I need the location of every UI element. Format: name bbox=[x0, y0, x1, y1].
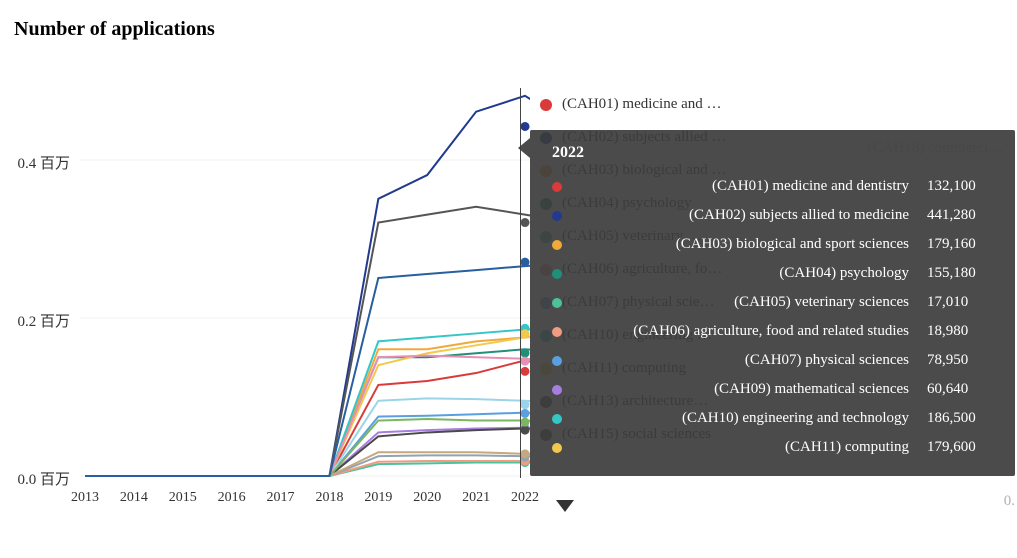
legend-dot-icon bbox=[540, 99, 552, 111]
tooltip-row: (CAH10) engineering and technology186,50… bbox=[552, 404, 997, 433]
tooltip-series-label: (CAH06) agriculture, food and related st… bbox=[576, 323, 927, 340]
series-endpoint[interactable] bbox=[521, 258, 530, 267]
y-axis-tick-0: 0.0 百万 bbox=[0, 468, 70, 489]
scroll-down-icon[interactable] bbox=[556, 500, 574, 512]
tooltip-series-label: (CAH11) computing bbox=[576, 439, 927, 456]
tooltip-row: (CAH04) psychology155,180 bbox=[552, 259, 997, 288]
series-line[interactable] bbox=[85, 413, 530, 476]
tooltip-row: (CAH07) physical sciences78,950 bbox=[552, 346, 997, 375]
x-axis-tick: 2015 bbox=[159, 490, 207, 506]
series-endpoint[interactable] bbox=[521, 409, 530, 418]
tooltip-series-label: (CAH02) subjects allied to medicine bbox=[576, 207, 927, 224]
tooltip-series-value: 179,160 bbox=[927, 236, 997, 253]
tooltip-dot-icon bbox=[552, 240, 562, 250]
series-endpoint[interactable] bbox=[521, 349, 530, 358]
tooltip-series-label: (CAH05) veterinary sciences bbox=[576, 294, 927, 311]
tooltip-series-label: (CAH09) mathematical sciences bbox=[576, 381, 927, 398]
series-endpoint[interactable] bbox=[521, 418, 530, 427]
tooltip-year: 2022 bbox=[552, 144, 997, 162]
series-line[interactable] bbox=[85, 398, 530, 476]
x-axis-tick: 2016 bbox=[208, 490, 256, 506]
tooltip-row: (CAH11) computing179,600 bbox=[552, 433, 997, 462]
tooltip-series-label: (CAH03) biological and sport sciences bbox=[576, 236, 927, 253]
legend-item[interactable]: (CAH01) medicine and … bbox=[540, 88, 800, 121]
series-line[interactable] bbox=[85, 96, 530, 476]
tooltip-row: (CAH05) veterinary sciences17,010 bbox=[552, 288, 997, 317]
tooltip-row: (CAH03) biological and sport sciences179… bbox=[552, 230, 997, 259]
tooltip-dot-icon bbox=[552, 182, 562, 192]
tooltip-row: (CAH06) agriculture, food and related st… bbox=[552, 317, 997, 346]
x-axis-tick: 2014 bbox=[110, 490, 158, 506]
tooltip-series-label: (CAH10) engineering and technology bbox=[576, 410, 927, 427]
series-line[interactable] bbox=[85, 360, 530, 476]
tooltip-series-label: (CAH07) physical sciences bbox=[576, 352, 927, 369]
x-axis-tick: 2018 bbox=[305, 490, 353, 506]
line-chart-plot[interactable] bbox=[80, 70, 530, 500]
tooltip-series-label: (CAH01) medicine and dentistry bbox=[576, 178, 927, 195]
series-endpoint[interactable] bbox=[521, 426, 530, 435]
series-line[interactable] bbox=[85, 328, 530, 476]
tooltip-row: (CAH02) subjects allied to medicine441,2… bbox=[552, 201, 997, 230]
tooltip-arrow-icon bbox=[518, 138, 530, 158]
x-axis-tick: 2013 bbox=[61, 490, 109, 506]
x-axis-tick: 2022 bbox=[501, 490, 549, 506]
legend-label: (CAH01) medicine and … bbox=[562, 96, 722, 113]
tooltip-series-value: 17,010 bbox=[927, 294, 997, 311]
y-axis-tick-1: 0.2 百万 bbox=[0, 310, 70, 331]
tooltip-dot-icon bbox=[552, 298, 562, 308]
tooltip-series-value: 132,100 bbox=[927, 178, 997, 195]
series-line[interactable] bbox=[85, 455, 530, 476]
tooltip-dot-icon bbox=[552, 211, 562, 221]
tooltip-series-value: 186,500 bbox=[927, 410, 997, 427]
series-line[interactable] bbox=[85, 356, 530, 476]
series-endpoint[interactable] bbox=[521, 367, 530, 376]
series-endpoint[interactable] bbox=[521, 357, 530, 366]
tooltip-series-value: 78,950 bbox=[927, 352, 997, 369]
tooltip: 2022 (CAH01) medicine and dentistry132,1… bbox=[530, 130, 1015, 476]
series-endpoint[interactable] bbox=[521, 122, 530, 131]
series-line[interactable] bbox=[85, 207, 530, 476]
series-endpoint[interactable] bbox=[521, 449, 530, 458]
series-line[interactable] bbox=[85, 463, 530, 476]
tooltip-series-value: 18,980 bbox=[927, 323, 997, 340]
tooltip-series-label: (CAH04) psychology bbox=[576, 265, 927, 282]
tooltip-dot-icon bbox=[552, 385, 562, 395]
series-endpoint[interactable] bbox=[521, 218, 530, 227]
series-line[interactable] bbox=[85, 262, 530, 476]
x-axis-tick: 2020 bbox=[403, 490, 451, 506]
series-endpoint[interactable] bbox=[521, 329, 530, 338]
x-axis-tick: 2019 bbox=[354, 490, 402, 506]
tooltip-series-value: 155,180 bbox=[927, 265, 997, 282]
tooltip-dot-icon bbox=[552, 356, 562, 366]
tooltip-row: (CAH01) medicine and dentistry132,100 bbox=[552, 172, 997, 201]
tooltip-series-value: 179,600 bbox=[927, 439, 997, 456]
series-line[interactable] bbox=[85, 419, 530, 476]
y-axis-tick-2: 0.4 百万 bbox=[0, 152, 70, 173]
x-axis-tick: 2017 bbox=[257, 490, 305, 506]
chart-area: 0.0 百万 0.2 百万 0.4 百万 2013201420152016201… bbox=[0, 70, 1017, 558]
tooltip-dot-icon bbox=[552, 414, 562, 424]
tooltip-dot-icon bbox=[552, 327, 562, 337]
tooltip-dot-icon bbox=[552, 269, 562, 279]
series-endpoint[interactable] bbox=[521, 400, 530, 409]
x-axis-tick: 2021 bbox=[452, 490, 500, 506]
chart-title: Number of applications bbox=[14, 18, 215, 41]
tooltip-series-value: 441,280 bbox=[927, 207, 997, 224]
right-edge-value: 0. bbox=[1004, 493, 1015, 510]
tooltip-series-value: 60,640 bbox=[927, 381, 997, 398]
tooltip-row: (CAH09) mathematical sciences60,640 bbox=[552, 375, 997, 404]
tooltip-dot-icon bbox=[552, 443, 562, 453]
series-line[interactable] bbox=[85, 349, 530, 476]
